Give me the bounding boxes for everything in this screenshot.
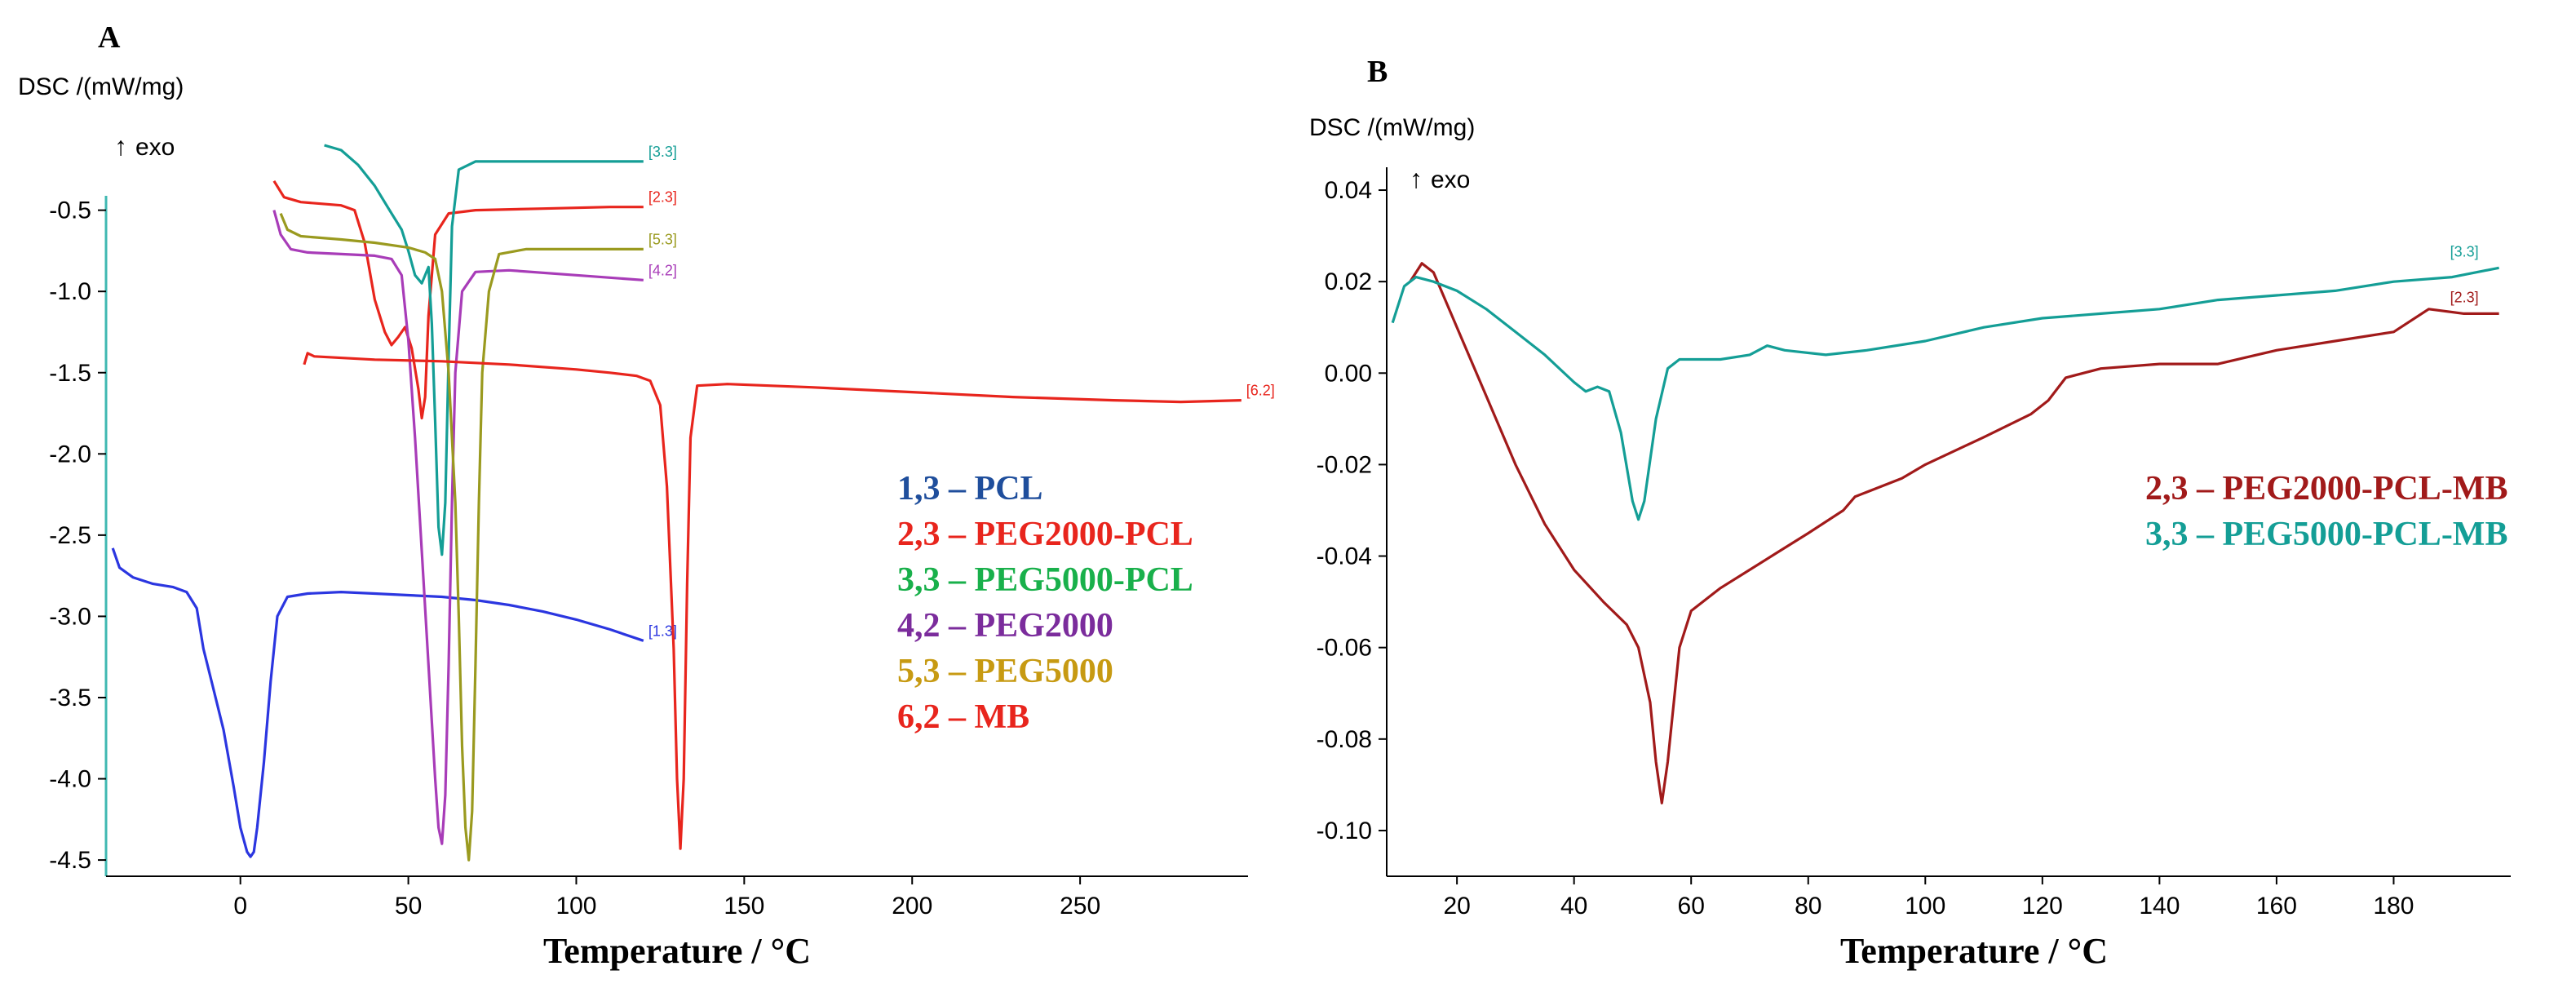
legend-entry: 2,3 – PEG2000-PCL-MB <box>2145 470 2507 507</box>
y-tick-label: -3.0 <box>49 603 91 630</box>
x-tick-label: 150 <box>724 893 764 920</box>
x-tick-label: 60 <box>1678 893 1705 920</box>
x-tick-label: 200 <box>892 893 932 920</box>
panel-label-a: A <box>98 20 121 55</box>
y-tick-label: -3.5 <box>49 685 91 711</box>
series-group-b: [2.3] [3.3] <box>1391 243 2499 804</box>
legend-entry: 4,2 – PEG2000 <box>897 607 1113 645</box>
y-tick-label: -0.5 <box>49 197 91 224</box>
series-line <box>1391 266 2499 521</box>
y-tick-label: -0.08 <box>1317 726 1372 753</box>
x-tick-label: 100 <box>555 893 596 920</box>
y-tick-label: -2.0 <box>49 441 91 468</box>
y-tick-label: -0.10 <box>1317 818 1372 844</box>
exo-label-b: exo <box>1431 166 1470 193</box>
y-ticks-a: -0.5 -1.0 -1.5 -2.0 -2.5 -3.0 -3.5 -4.0 -4.5 <box>49 197 106 874</box>
y-tick-label: -0.04 <box>1317 543 1372 570</box>
y-tick-label: -4.0 <box>49 766 91 793</box>
legend-entry: 3,3 – PEG5000-PCL <box>897 561 1193 599</box>
x-tick-label: 160 <box>2256 893 2297 920</box>
x-axis-label-a: Temperature / °C <box>543 931 811 971</box>
panel-b: B DSC /(mW/mg) ↑ exo 0.04 0.02 0.00 -0.02 -0… <box>1309 55 2511 971</box>
x-tick-label: 140 <box>2139 893 2180 920</box>
y-tick-label: 0.04 <box>1325 177 1372 204</box>
series-end-tag: [2.3] <box>2450 289 2479 305</box>
legend-b: 2,3 – PEG2000-PCL-MB 3,3 – PEG5000-PCL-MB <box>2145 470 2507 553</box>
series-line <box>1409 262 2499 804</box>
y-tick-label: -0.02 <box>1317 451 1372 478</box>
y-tick-label: -2.5 <box>49 522 91 549</box>
legend-entry: 2,3 – PEG2000-PCL <box>897 516 1193 553</box>
x-tick-label: 250 <box>1060 893 1100 920</box>
y-ticks-b: 0.04 0.02 0.00 -0.02 -0.04 -0.06 -0.08 -0.10 <box>1317 177 1387 844</box>
series-end-tag: [3.3] <box>2450 243 2479 259</box>
exo-arrow-icon-b: ↑ <box>1410 164 1423 193</box>
y-tick-label: 0.00 <box>1325 360 1372 387</box>
x-ticks-a: 0 50 100 150 200 250 <box>233 876 1100 920</box>
x-tick-label: 120 <box>2022 893 2063 920</box>
y-axis-label-a: DSC /(mW/mg) <box>18 73 184 100</box>
panel-label-b: B <box>1367 55 1388 89</box>
x-tick-label: 20 <box>1443 893 1470 920</box>
series-line <box>324 144 644 556</box>
series-end-tag: [5.3] <box>648 231 677 247</box>
x-tick-label: 50 <box>395 893 422 920</box>
y-tick-label: -0.06 <box>1317 635 1372 662</box>
legend-entry: 5,3 – PEG5000 <box>897 653 1113 690</box>
y-tick-label: -4.5 <box>49 847 91 874</box>
legend-entry: 6,2 – MB <box>897 698 1029 736</box>
series-line <box>272 210 644 845</box>
legend-entry: 3,3 – PEG5000-PCL-MB <box>2145 516 2507 553</box>
x-axis-label-b: Temperature / °C <box>1840 931 2108 971</box>
y-tick-label: -1.5 <box>49 360 91 387</box>
x-ticks-b: 20 40 60 80 100 120 140 160 180 <box>1443 876 2414 920</box>
panel-a: A DSC /(mW/mg) ↑ exo -0.5 -1.0 -1.5 -2.0 -2.… <box>18 20 1275 971</box>
x-tick-label: 40 <box>1560 893 1587 920</box>
series-end-tag: [6.2] <box>1246 383 1275 399</box>
series-line <box>111 547 644 858</box>
series-line <box>279 212 644 862</box>
exo-arrow-icon-a: ↑ <box>114 131 127 161</box>
series-end-tag: [4.2] <box>648 262 677 278</box>
x-tick-label: 80 <box>1795 893 1821 920</box>
series-line <box>303 352 1242 850</box>
exo-label-a: exo <box>135 134 175 161</box>
series-end-tag: [1.3] <box>648 623 677 639</box>
y-tick-label: -1.0 <box>49 278 91 305</box>
y-tick-label: 0.02 <box>1325 268 1372 295</box>
x-tick-label: 100 <box>1905 893 1945 920</box>
legend-a: 1,3 – PCL 2,3 – PEG2000-PCL 3,3 – PEG5000-… <box>897 470 1193 736</box>
legend-entry: 1,3 – PCL <box>897 470 1043 507</box>
x-tick-label: 0 <box>233 893 247 920</box>
y-axis-label-b: DSC /(mW/mg) <box>1309 114 1475 141</box>
series-end-tag: [2.3] <box>648 189 677 206</box>
series-group-a: [1.3] [2.3] [3.3] [4.2] [5.3] [6.2] <box>111 144 1275 862</box>
series-line <box>272 179 644 420</box>
series-end-tag: [3.3] <box>648 144 677 160</box>
x-tick-label: 180 <box>2373 893 2414 920</box>
